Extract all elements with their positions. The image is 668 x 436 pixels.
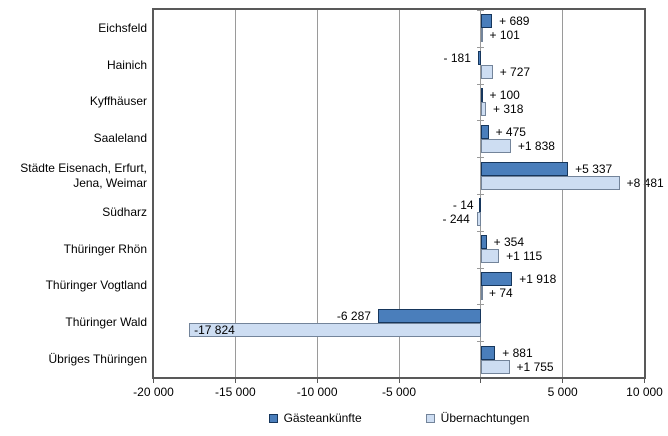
bar-value-label: - 14 — [452, 198, 474, 213]
bar-uebernachtungen — [480, 65, 493, 80]
bar-gaesteankuenfte — [480, 124, 489, 139]
bar-value-label: +1 755 — [516, 359, 554, 374]
bar-value-label: +1 115 — [506, 249, 543, 264]
legend-label: Übernachtungen — [440, 411, 530, 425]
category-axis-tick — [477, 10, 485, 11]
category-label: Hainich — [106, 57, 147, 72]
category-axis-tick — [477, 120, 485, 122]
bar-uebernachtungen — [480, 138, 511, 153]
bar-uebernachtungen — [480, 28, 483, 43]
bar-gaesteankuenfte — [480, 14, 493, 29]
bar-gaesteankuenfte — [480, 235, 487, 250]
category-label: Thüringer Rhön — [63, 241, 147, 256]
x-axis-tick-label: -5 000 — [381, 385, 417, 399]
x-axis-tick — [644, 379, 645, 383]
bar-uebernachtungen — [480, 249, 500, 264]
gridline — [316, 10, 318, 378]
category-label: Städte Eisenach, Erfurt, Jena, Weimar — [20, 160, 147, 190]
x-axis-tick — [398, 379, 400, 383]
category-label: Südharz — [102, 204, 147, 219]
legend-item-uebernachtungen: Übernachtungen — [425, 411, 530, 425]
bar-value-label: + 727 — [499, 65, 531, 80]
x-axis-tick — [316, 379, 318, 383]
legend-swatch-icon — [425, 413, 435, 423]
bar-value-label: + 689 — [499, 14, 530, 29]
bar-uebernachtungen — [480, 175, 620, 190]
legend-label: Gästeankünfte — [283, 411, 362, 425]
bar-value-label: - 181 — [443, 51, 471, 66]
x-axis-tick-label: -15 000 — [214, 385, 256, 399]
category-axis-tick — [477, 157, 485, 159]
legend-item-gaesteankuenfte: Gästeankünfte — [268, 411, 362, 425]
bar-value-label: + 101 — [489, 28, 520, 43]
bar-value-label: + 475 — [495, 124, 526, 139]
bar-value-label: + 881 — [502, 345, 533, 360]
bar-uebernachtungen — [476, 212, 481, 227]
category-axis-tick — [477, 83, 485, 85]
category-label: Eichsfeld — [98, 20, 147, 35]
gridline — [234, 10, 236, 378]
bar-uebernachtungen — [480, 286, 483, 300]
bar-value-label: -6 287 — [336, 308, 371, 323]
legend: Gästeankünfte Übernachtungen — [154, 410, 645, 426]
category-label: Übriges Thüringen — [48, 352, 147, 367]
category-label: Kyffhäuser — [89, 94, 147, 109]
gridline — [562, 10, 564, 378]
bar-value-label: + 354 — [493, 235, 524, 250]
plot-frame — [152, 8, 646, 379]
x-axis-tick — [562, 379, 564, 383]
x-axis-tick — [153, 379, 154, 383]
legend-swatch-icon — [268, 413, 278, 423]
bar-gaesteankuenfte — [477, 51, 481, 66]
bar-value-label: + 100 — [489, 88, 520, 102]
bar-uebernachtungen — [480, 359, 510, 374]
bar-gaesteankuenfte — [480, 272, 513, 286]
bar-value-label: +5 337 — [575, 161, 613, 176]
bar-gaesteankuenfte — [377, 308, 481, 323]
bar-value-label: - 244 — [442, 212, 470, 227]
x-axis-tick — [234, 379, 236, 383]
category-axis-tick — [477, 304, 485, 306]
category-axis-tick — [477, 46, 485, 48]
category-axis-tick — [477, 341, 485, 343]
x-axis-tick-label: 10 000 — [626, 385, 663, 399]
category-label: Thüringer Vogtland — [45, 278, 147, 293]
category-axis-tick — [477, 230, 485, 232]
x-axis-tick-label: -10 000 — [296, 385, 338, 399]
gridline — [398, 10, 400, 378]
bar-value-label: -17 824 — [194, 322, 235, 337]
bar-value-label: + 74 — [489, 286, 513, 300]
category-label: Saaleland — [93, 131, 147, 146]
bar-gaesteankuenfte — [480, 88, 483, 102]
category-label: Thüringer Wald — [65, 315, 147, 330]
x-axis-tick-label: 5 000 — [547, 385, 578, 399]
x-axis-tick — [480, 379, 482, 383]
category-axis-tick — [477, 194, 485, 195]
bar-gaesteankuenfte — [480, 345, 496, 360]
bar-value-label: + 318 — [493, 102, 524, 116]
bar-uebernachtungen — [189, 322, 481, 337]
bar-value-label: +1 838 — [517, 138, 555, 153]
bar-gaesteankuenfte — [478, 198, 481, 213]
bar-value-label: +1 918 — [519, 272, 557, 286]
bar-gaesteankuenfte — [480, 161, 569, 176]
x-axis-tick-label: -20 000 — [133, 385, 174, 399]
category-axis-tick — [477, 267, 485, 269]
bar-uebernachtungen — [480, 102, 487, 116]
